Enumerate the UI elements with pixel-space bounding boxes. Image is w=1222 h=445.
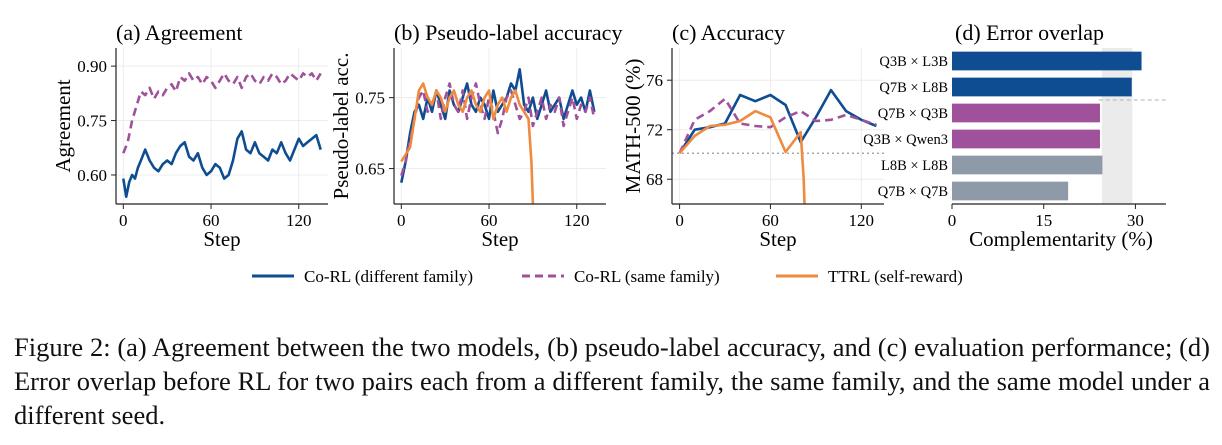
panel-title: (d) Error overlap [955,20,1104,45]
bar-q7b-l8b [952,77,1132,97]
y-tick-label: 0.75 [77,112,107,131]
panel-title: (c) Accuracy [672,20,785,45]
bar-q7b-q3b [952,103,1100,123]
series-line-ttrl-self-reward [678,109,806,204]
x-tick-label: 0 [948,211,957,230]
x-tick-label: 0 [675,211,684,230]
x-tick-label: 120 [286,211,312,230]
y-tick-label: 0.90 [77,57,107,76]
bar-category-label: Q3B × L3B [879,54,948,70]
bar-q3b-qwen3 [952,129,1100,149]
y-tick-label: 68 [646,170,663,189]
bar-category-label: Q7B × Q3B [878,106,948,122]
series-line-co-rl-different-family [122,130,322,198]
y-tick-label: 0.60 [77,166,107,185]
series-line-ttrl-self-reward [400,82,535,204]
y-tick-label: 72 [646,121,663,140]
x-tick-label: 0 [119,211,128,230]
x-axis-label: Complementarity (%) [969,227,1153,251]
panel-title: (a) Agreement [116,20,242,45]
panel-title: (b) Pseudo-label accuracy [394,20,622,45]
series-line-co-rl-different-family [400,68,596,183]
series-line-co-rl-same-family [122,72,322,154]
y-axis-label: MATH-500 (%) [621,59,645,194]
panel-accuracy: 0 60 120 68 72 76 (c) Accuracy Step MATH-500 (%) [621,20,884,251]
x-tick-label: 120 [564,211,590,230]
y-tick-label: 0.65 [355,160,385,179]
figure-canvas: 0 60 120 0.60 0.75 0.90 (a) Agreement Step Agree… [51,20,1166,286]
x-tick-label: 60 [762,211,779,230]
series-line-co-rl-same-family [678,97,877,154]
bar-category-label: Q7B × L8B [879,80,948,96]
y-axis-label: Pseudo-label acc. [329,53,353,200]
x-axis-label: Step [481,227,518,251]
panel-agreement: 0 60 120 0.60 0.75 0.90 (a) Agreement Step Agree… [51,20,328,251]
y-tick-label: 76 [646,71,663,90]
highlight-band [1101,48,1133,204]
figure-caption: Figure 2: (a) Agreement between the two … [14,332,1210,430]
panel-pseudo-label-accuracy: 0 60 120 0.65 0.75 (b) Pseudo-label accuracy S… [329,20,622,251]
series-line-co-rl-different-family [678,88,877,154]
x-tick-label: 15 [1035,211,1052,230]
bar-l8b-l8b [952,155,1103,175]
x-axis-label: Step [759,227,796,251]
bar-category-label: Q3B × Qwen3 [863,132,948,148]
x-axis-label: Step [203,227,240,251]
bar-q7b-q7b [952,181,1069,201]
legend-label: TTRL (self-reward) [828,267,963,286]
bar-q3b-l3b [952,51,1142,71]
bar-category-label: Q7B × Q7B [878,184,948,200]
x-tick-label: 120 [849,211,875,230]
figure-legend: Co-RL (different family) Co-RL (same fami… [252,267,963,286]
bar-category-label: L8B × L8B [881,158,948,174]
x-tick-label: 30 [1127,211,1144,230]
y-axis-label: Agreement [51,79,75,172]
legend-label: Co-RL (same family) [574,267,720,286]
x-tick-label: 0 [397,211,406,230]
legend-label: Co-RL (different family) [304,267,473,286]
x-tick-label: 60 [203,211,220,230]
panel-error-overlap: Q3B × L3B Q7B × L8B Q7B × Q3B Q3B × Qwen3 L8… [863,20,1166,251]
x-tick-label: 60 [481,211,498,230]
y-tick-label: 0.75 [355,89,385,108]
